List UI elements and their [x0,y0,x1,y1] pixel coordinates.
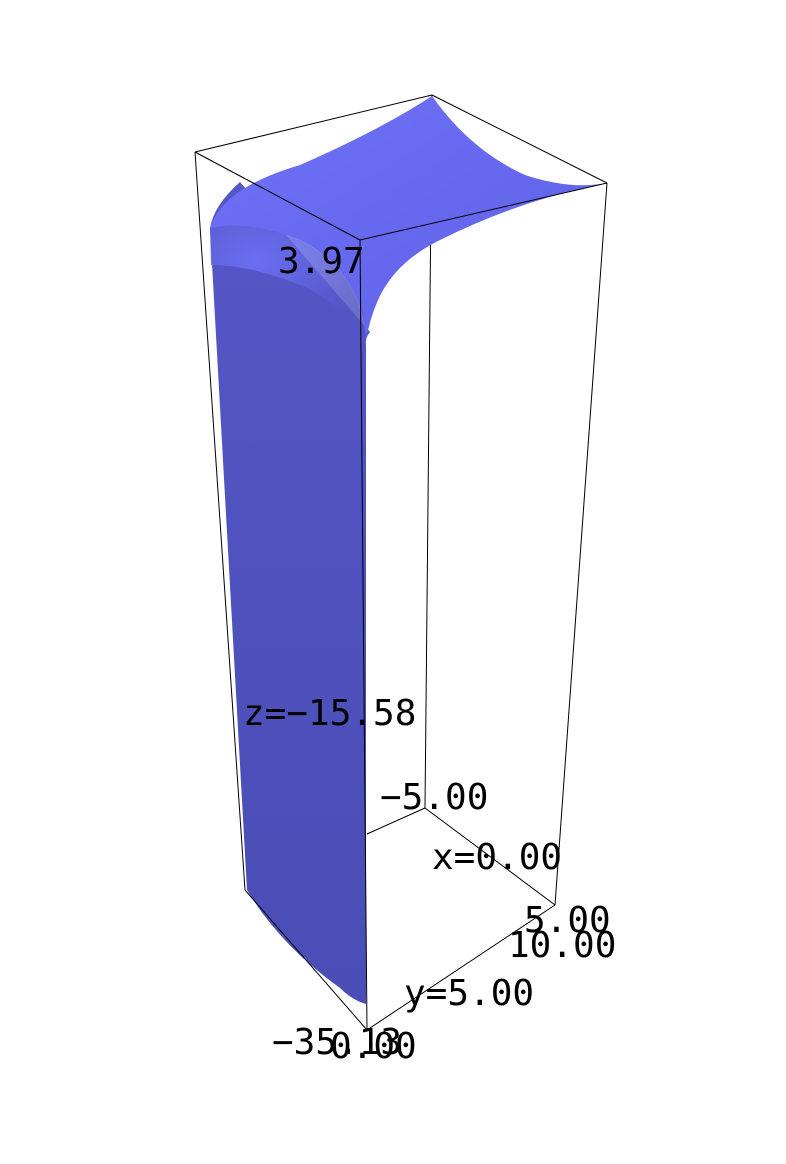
surface-top [210,96,607,340]
z-min-label: −35.13 [272,1022,402,1063]
surface-wall [210,182,370,1004]
y-min-label: 0.00 [330,1026,417,1067]
y-mid-label: y=5.00 [404,973,534,1014]
y-max-label: 10.00 [508,925,616,966]
x-mid-label: x=0.00 [432,837,562,878]
x-min-label: −5.00 [380,777,488,818]
x-max-label: 5.00 [524,900,611,941]
z-mid-label: z=−15.58 [243,693,416,734]
z-max-label: 3.97 [278,241,365,282]
surface [210,96,607,1004]
bounding-box-front [194,151,608,1031]
surface-bend [210,225,366,345]
